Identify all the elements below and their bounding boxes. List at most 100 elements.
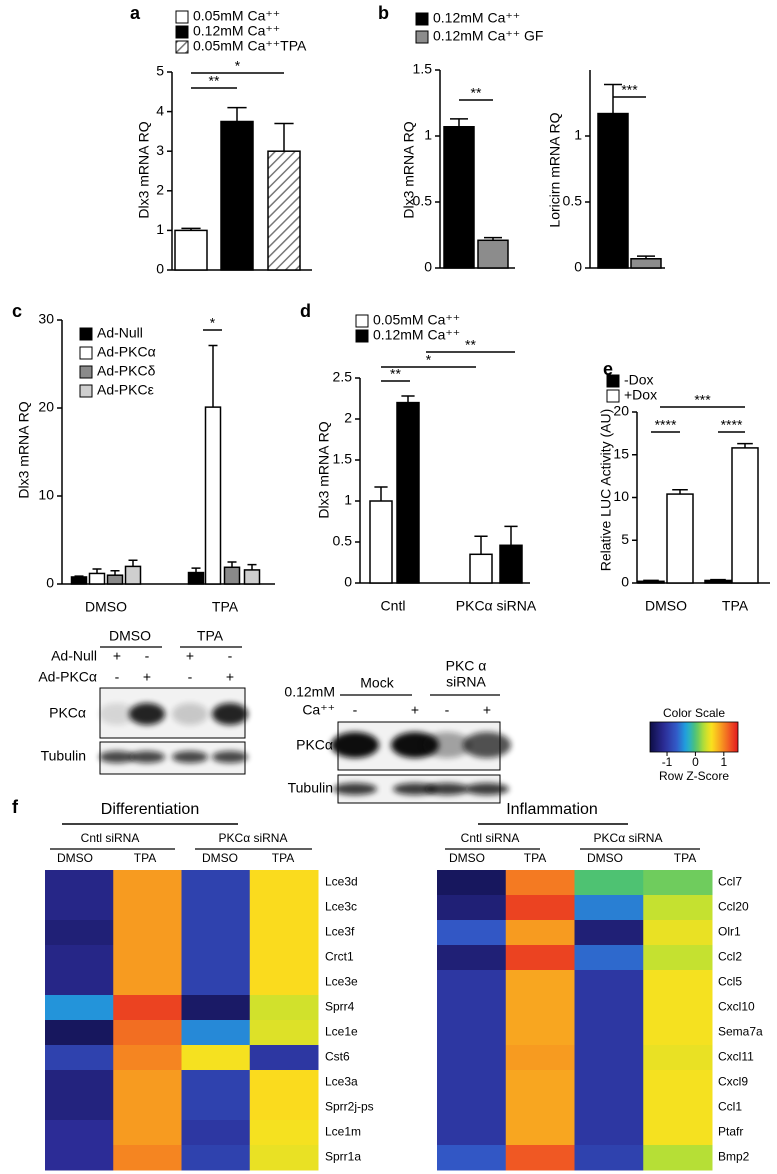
row-label: Cxcl10 (718, 1000, 755, 1014)
heatmap-cell (574, 1045, 644, 1071)
blot-column: Mock (360, 675, 394, 691)
legend-swatch (606, 374, 620, 388)
significance-label: ** (465, 337, 476, 353)
error-bar (208, 344, 218, 408)
heatmap-cell (437, 1020, 507, 1046)
heatmap-cell (505, 1045, 575, 1071)
bar (243, 569, 261, 585)
sign: + (226, 669, 234, 685)
blot-band (129, 703, 165, 725)
row-label: Ptafr (718, 1125, 743, 1139)
heatmap-cell (437, 1095, 507, 1121)
legend-swatch (415, 30, 429, 44)
heatmap-cell (45, 1045, 114, 1071)
legend-label: 0.12mM Ca⁺⁺ GF (433, 28, 543, 44)
legend-swatch (606, 389, 620, 403)
heatmap-cell (113, 970, 182, 996)
legend-swatch (355, 329, 369, 343)
y-tick-label: 20 (38, 399, 54, 415)
error-bar (227, 561, 237, 568)
heatmap-cell (45, 920, 114, 946)
sign: - (188, 669, 193, 685)
y-tick-label: 20 (613, 403, 629, 419)
x-tick-label: DMSO (645, 598, 687, 614)
heatmap-cell (574, 1070, 644, 1096)
y-tick-label: 5 (156, 63, 164, 79)
blot-band (463, 732, 511, 758)
heatmap-cell (574, 1120, 644, 1146)
group-label: PKCα siRNA (219, 831, 288, 845)
heatmap-cell (643, 995, 713, 1021)
heatmap-cell (643, 945, 713, 971)
heatmap-cell (505, 1020, 575, 1046)
bar (369, 500, 393, 584)
legend-label: 0.12mM Ca⁺⁺ (193, 23, 280, 39)
bar (443, 126, 475, 269)
bar (88, 572, 106, 585)
y-tick-label: 0.5 (333, 533, 353, 549)
blot-band (333, 783, 377, 795)
blot-band (172, 703, 208, 725)
band-label: PKCα (296, 737, 333, 753)
legend-label: -Dox (624, 372, 654, 388)
y-tick-label: 4 (156, 102, 164, 118)
legend-label: Ad-Null (97, 325, 143, 341)
heatmap-cell (249, 920, 319, 946)
column-label: TPA (674, 851, 696, 865)
heatmap-cell (574, 1095, 644, 1121)
legend-label: Ad-PKCα (97, 344, 156, 360)
color-scale-bar (649, 721, 739, 753)
band-label: PKCα (49, 705, 86, 721)
heatmap-cell (249, 970, 319, 996)
heatmap-cell (574, 920, 644, 946)
heatmap-cell (113, 1045, 182, 1071)
row-label: Ccl5 (718, 975, 742, 989)
heatmap-cell (574, 995, 644, 1021)
legend-label: Ad-PKCε (97, 382, 154, 398)
blot-row-label: Ca⁺⁺ (302, 702, 335, 718)
y-tick-label: 3 (156, 142, 164, 158)
heatmap-cell (181, 1120, 251, 1146)
panel-label: a (130, 3, 141, 23)
heatmap-cell (113, 895, 182, 921)
sign: + (143, 669, 151, 685)
heatmap-cell (113, 945, 182, 971)
heatmap-cell (643, 895, 713, 921)
legend-swatch (79, 346, 93, 360)
blot-column: DMSO (109, 628, 151, 644)
bar-chart: Loricirn mRNA RQ 0 0.5 1 *** (547, 70, 665, 275)
row-label: Lce1m (325, 1125, 361, 1139)
heatmap-cell (45, 945, 114, 971)
blot-row-label: 0.12mM (284, 684, 335, 700)
x-tick-label: TPA (722, 598, 749, 614)
y-tick-label: 30 (38, 311, 54, 327)
row-label: Ccl2 (718, 950, 742, 964)
heatmap-cell (574, 945, 644, 971)
y-tick-label: 10 (38, 487, 54, 503)
bar-chart: d Dlx3 mRNA RQ 0 0.5 1 1.5 2 2.5 Cntl PKCα siRNA 0… (300, 301, 537, 614)
bar (223, 566, 241, 585)
row-label: Ccl1 (718, 1100, 742, 1114)
row-label: Lce1e (325, 1025, 358, 1039)
column-label: TPA (272, 851, 294, 865)
color-scale-tick-label: 0 (692, 755, 699, 769)
color-scale: Color Scale Row Z-Score -1 0 1 (649, 706, 739, 783)
significance-label: * (210, 315, 216, 331)
band-label: Tubulin (288, 780, 333, 796)
y-tick-label: 0 (621, 574, 629, 590)
error-bar (504, 525, 518, 546)
heatmap-cell (249, 1045, 319, 1071)
legend-swatch (79, 327, 93, 341)
heatmap-cell (437, 920, 507, 946)
bar (597, 112, 629, 269)
sign: + (113, 648, 121, 664)
blot-band (423, 732, 471, 758)
heatmap-cell (643, 1020, 713, 1046)
bar-chart: b Dlx3 mRNA RQ 0 0.5 1 1.5 0.12mM Ca⁺⁺ 0.12mM C… (378, 3, 543, 275)
legend-swatch (175, 10, 189, 24)
heatmap-title: Differentiation (101, 801, 199, 818)
bar (469, 553, 493, 584)
legend-label: 0.12mM Ca⁺⁺ (433, 10, 520, 26)
blot-band (393, 783, 437, 795)
blot-column: siRNA (446, 674, 486, 690)
